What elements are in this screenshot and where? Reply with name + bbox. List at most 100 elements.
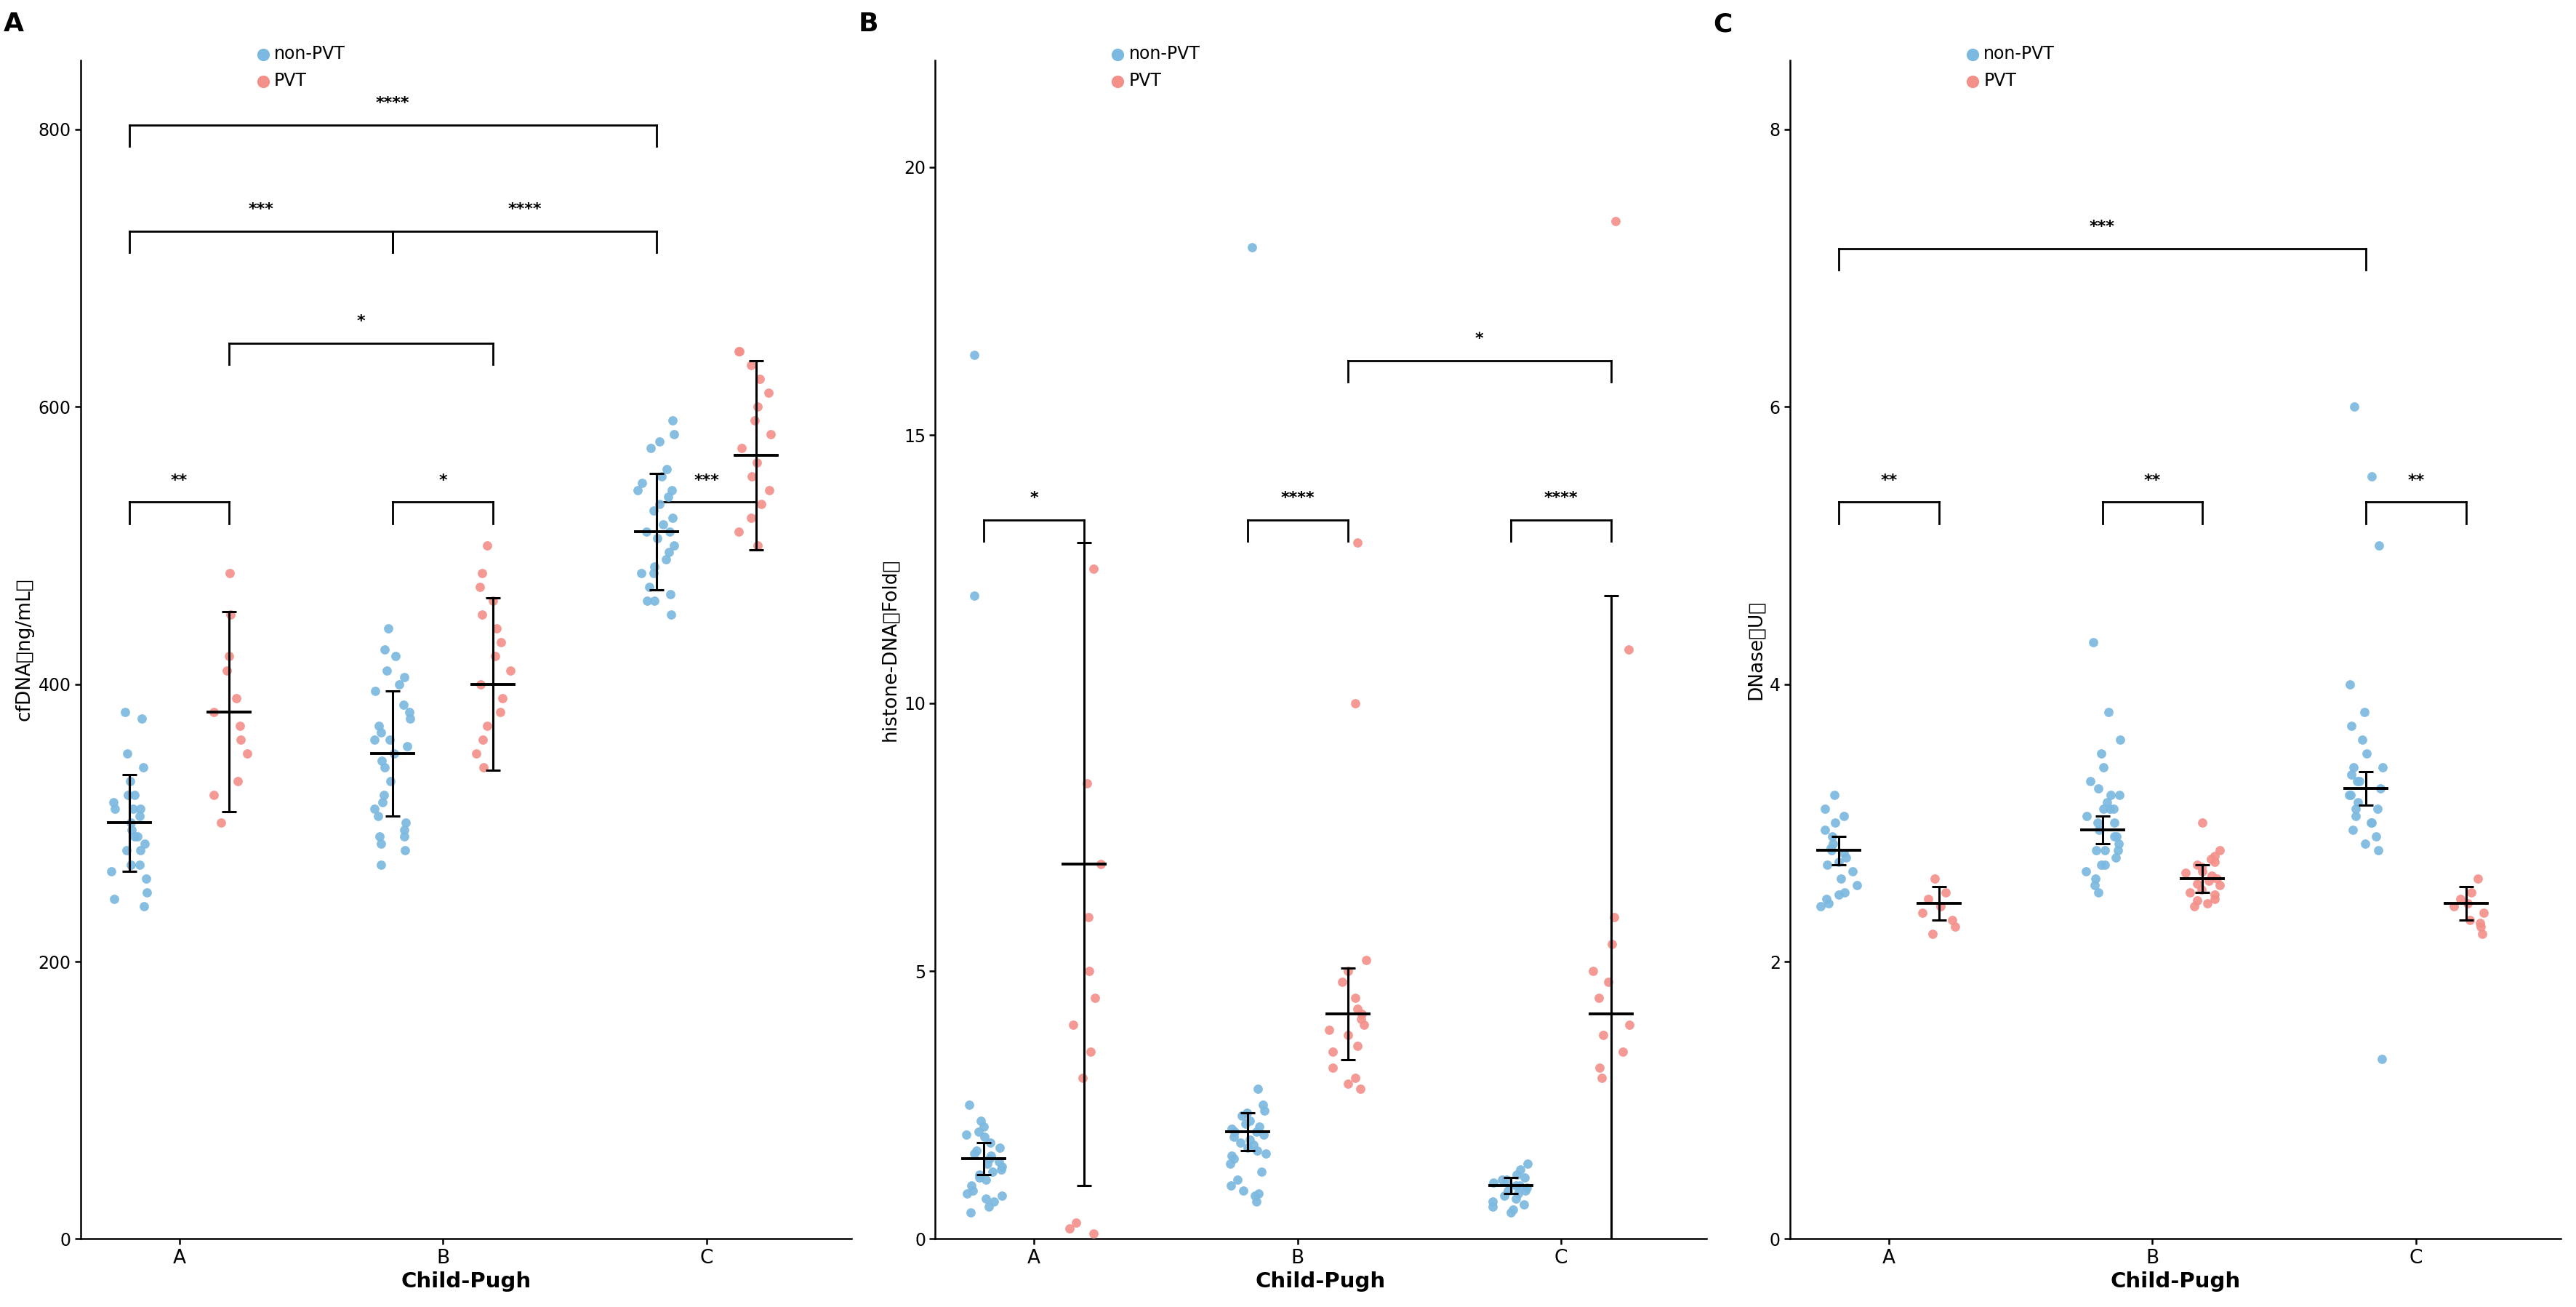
Point (739, 369, 781, 389)
Point (634, 555, 675, 576)
Point (368, 729, 410, 750)
Point (1494, 1175, 1535, 1196)
Point (1806, 853, 1847, 874)
Point (981, 1185, 1023, 1206)
Point (118, 853, 160, 874)
Text: ****: **** (376, 97, 410, 111)
Point (1066, 772, 1108, 793)
Point (654, 535, 696, 555)
Point (1595, 210, 1636, 231)
Point (121, 708, 162, 729)
Point (2197, 868, 2239, 889)
Point (1242, 1094, 1283, 1115)
Point (734, 410, 775, 431)
Point (126, 868, 167, 889)
Point (2200, 874, 2241, 895)
Point (211, 604, 252, 625)
Point (219, 715, 260, 736)
Point (971, 1145, 1012, 1166)
Point (1236, 1140, 1278, 1161)
Point (459, 576, 500, 597)
Point (368, 618, 410, 639)
Point (2357, 840, 2398, 861)
Point (2087, 792, 2128, 813)
Point (626, 591, 667, 612)
Point (1821, 868, 1862, 889)
Point (1213, 1121, 1255, 1142)
Point (737, 396, 778, 417)
Point (2352, 465, 2393, 486)
Point (2074, 868, 2115, 889)
Legend: non-PVT, PVT: non-PVT, PVT (258, 44, 345, 89)
Point (2079, 778, 2120, 799)
Point (1345, 950, 1386, 971)
Point (2344, 702, 2385, 723)
Point (361, 750, 402, 771)
Point (201, 813, 242, 834)
Point (654, 423, 696, 444)
Point (2362, 1048, 2403, 1069)
Point (466, 535, 507, 555)
Point (953, 344, 994, 365)
Point (2177, 853, 2218, 874)
Point (2331, 763, 2372, 784)
Text: *: * (1030, 491, 1038, 506)
Y-axis label: DNase（U）: DNase（U） (1747, 600, 1765, 699)
Point (216, 687, 258, 708)
Point (1837, 874, 1878, 895)
Point (652, 507, 693, 528)
Point (368, 771, 410, 792)
Point (1244, 1142, 1285, 1163)
Point (1234, 1185, 1275, 1206)
Point (118, 799, 160, 819)
Point (1311, 1057, 1352, 1078)
Point (1808, 893, 1850, 914)
Point (1935, 916, 1976, 937)
Point (1587, 971, 1628, 992)
Point (1213, 1127, 1255, 1148)
Point (1072, 558, 1113, 579)
Point (1607, 639, 1649, 660)
Point (2094, 847, 2136, 868)
Point (1473, 1172, 1515, 1193)
Point (216, 771, 258, 792)
Point (2331, 819, 2372, 840)
Point (1321, 971, 1363, 992)
Point (126, 882, 167, 903)
Point (2460, 912, 2501, 933)
Point (1582, 1068, 1623, 1089)
Point (477, 618, 518, 639)
Point (621, 563, 662, 584)
Point (974, 1191, 1015, 1212)
Point (1309, 1019, 1350, 1040)
Point (1819, 885, 1860, 906)
Point (206, 660, 247, 681)
Point (93, 792, 134, 813)
Point (482, 687, 523, 708)
Point (1832, 861, 1873, 882)
Point (732, 507, 773, 528)
Point (108, 784, 149, 805)
Point (1814, 813, 1855, 834)
Point (2439, 889, 2481, 910)
Point (124, 895, 165, 916)
Point (652, 604, 693, 625)
Point (363, 784, 404, 805)
Point (1311, 1040, 1352, 1061)
Point (2099, 784, 2141, 805)
Point (2329, 784, 2370, 805)
Point (1507, 1178, 1548, 1199)
Point (384, 826, 425, 847)
Point (618, 480, 659, 501)
Point (971, 1162, 1012, 1183)
Point (1337, 999, 1378, 1019)
Point (2336, 792, 2378, 813)
Point (386, 736, 428, 757)
Point (1226, 1137, 1267, 1158)
Point (639, 493, 680, 514)
Point (219, 729, 260, 750)
Point (2081, 853, 2123, 874)
Point (1901, 903, 1942, 924)
Text: *: * (358, 314, 366, 329)
Point (1340, 1078, 1381, 1099)
